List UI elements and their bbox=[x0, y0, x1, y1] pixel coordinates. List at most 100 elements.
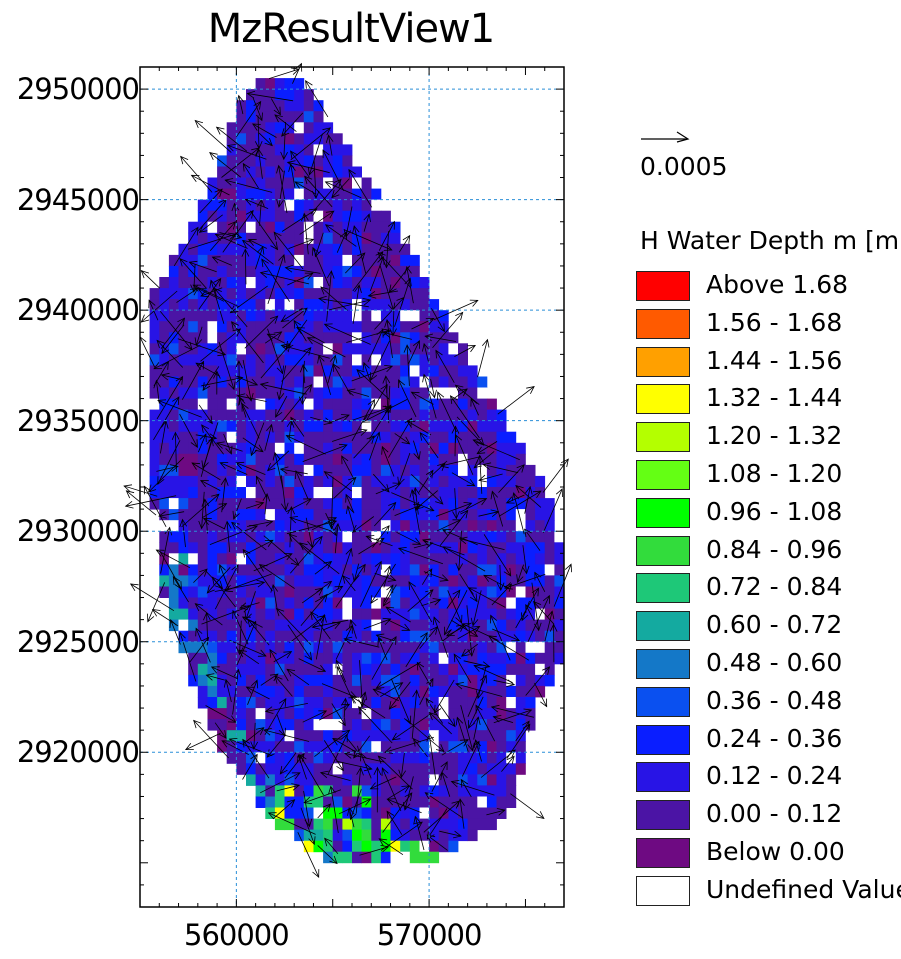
velocity-arrow bbox=[492, 628, 521, 642]
depth-cell bbox=[448, 420, 459, 433]
depth-cell bbox=[486, 420, 497, 433]
velocity-arrow bbox=[473, 451, 495, 469]
depth-cell bbox=[390, 641, 401, 654]
depth-cell bbox=[429, 619, 440, 632]
depth-cell bbox=[226, 188, 237, 201]
depth-cell bbox=[438, 509, 449, 521]
depth-cell bbox=[236, 641, 247, 654]
depth-cell bbox=[400, 299, 411, 311]
depth-cell bbox=[352, 608, 362, 621]
depth-cell bbox=[371, 840, 382, 853]
depth-cell bbox=[207, 310, 218, 322]
depth-cell bbox=[265, 641, 276, 654]
depth-cell bbox=[265, 475, 276, 488]
depth-cell bbox=[178, 553, 189, 565]
velocity-arrow bbox=[244, 315, 279, 349]
depth-cell bbox=[525, 663, 536, 676]
depth-cell bbox=[255, 420, 266, 433]
depth-cell bbox=[274, 387, 285, 399]
velocity-arrow bbox=[315, 585, 344, 603]
depth-cell bbox=[380, 243, 391, 256]
depth-cell bbox=[448, 453, 459, 466]
legend-label: 1.08 - 1.20 bbox=[706, 458, 843, 488]
depth-cell bbox=[361, 310, 372, 322]
legend-swatch bbox=[636, 308, 690, 339]
velocity-arrow bbox=[356, 369, 390, 400]
depth-cell bbox=[332, 277, 343, 289]
depth-cell bbox=[255, 652, 266, 665]
depth-cell bbox=[226, 708, 237, 720]
depth-cell bbox=[429, 387, 440, 399]
depth-cell bbox=[361, 475, 372, 488]
depth-cell bbox=[429, 299, 440, 311]
depth-cell bbox=[313, 431, 324, 444]
depth-cell bbox=[294, 531, 305, 543]
depth-cell bbox=[284, 697, 295, 709]
depth-cell bbox=[438, 553, 449, 565]
depth-cell bbox=[294, 597, 305, 609]
depth-cell bbox=[380, 265, 391, 278]
depth-cell bbox=[535, 553, 546, 565]
depth-cell bbox=[284, 730, 295, 742]
depth-cell bbox=[178, 453, 189, 466]
depth-cell bbox=[429, 343, 440, 355]
velocity-arrow bbox=[263, 728, 310, 742]
depth-cell bbox=[429, 575, 440, 587]
depth-cell bbox=[226, 166, 237, 178]
depth-cell bbox=[197, 442, 208, 455]
velocity-arrow bbox=[331, 703, 346, 727]
depth-cell bbox=[448, 685, 459, 698]
depth-cell bbox=[274, 442, 285, 455]
depth-cell bbox=[380, 409, 391, 422]
depth-cell bbox=[515, 685, 526, 698]
depth-cell bbox=[525, 475, 536, 488]
depth-cell bbox=[313, 509, 324, 521]
depth-cell bbox=[284, 708, 295, 720]
depth-cell bbox=[486, 498, 497, 510]
depth-cell bbox=[332, 829, 343, 842]
velocity-arrow bbox=[488, 635, 530, 661]
velocity-arrow bbox=[295, 470, 309, 499]
velocity-arrow bbox=[267, 328, 284, 375]
depth-cell bbox=[207, 177, 218, 189]
depth-cell bbox=[323, 487, 334, 499]
velocity-arrow bbox=[476, 454, 484, 494]
depth-cell bbox=[159, 575, 170, 587]
depth-cell bbox=[361, 277, 372, 289]
depth-cell bbox=[429, 475, 440, 488]
velocity-arrow bbox=[241, 248, 250, 285]
depth-cell bbox=[188, 243, 199, 256]
depth-cell bbox=[294, 674, 305, 687]
depth-cell bbox=[342, 597, 353, 609]
depth-cell bbox=[515, 586, 526, 598]
depth-cell bbox=[535, 608, 546, 621]
depth-cell bbox=[226, 398, 237, 411]
depth-cell bbox=[332, 685, 343, 698]
depth-cell bbox=[313, 210, 324, 223]
depth-cell bbox=[467, 663, 478, 676]
depth-cell bbox=[332, 697, 343, 709]
depth-cell bbox=[294, 630, 305, 643]
depth-cell bbox=[448, 829, 459, 842]
depth-cell bbox=[246, 387, 256, 399]
depth-cell bbox=[217, 166, 228, 178]
depth-cell bbox=[246, 155, 256, 167]
depth-cell bbox=[168, 564, 179, 576]
depth-cell bbox=[207, 321, 218, 333]
depth-cell bbox=[236, 553, 247, 565]
depth-cell bbox=[246, 277, 256, 289]
depth-cell bbox=[207, 697, 218, 709]
depth-cell bbox=[265, 685, 276, 698]
depth-cell bbox=[448, 564, 459, 576]
depth-cell bbox=[332, 586, 343, 598]
depth-cell bbox=[255, 177, 266, 189]
velocity-arrow bbox=[285, 435, 326, 455]
depth-cell bbox=[294, 343, 305, 355]
depth-cell bbox=[342, 232, 353, 245]
depth-cell bbox=[265, 354, 276, 366]
depth-cell bbox=[188, 354, 199, 366]
depth-cell bbox=[207, 277, 218, 289]
depth-cell bbox=[149, 365, 160, 377]
depth-cell bbox=[496, 641, 507, 654]
depth-cell bbox=[294, 376, 305, 388]
